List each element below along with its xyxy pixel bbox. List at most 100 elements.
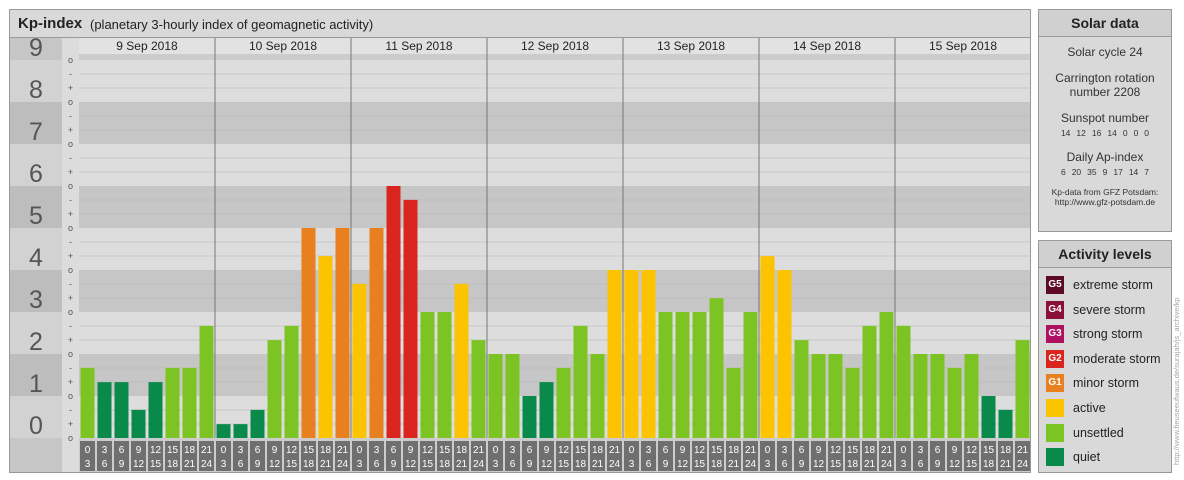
sunspot-value: 16: [1091, 128, 1102, 138]
minor-tick-label: +: [68, 209, 73, 219]
kp-bar: [471, 340, 486, 438]
chart-subtitle: (planetary 3-hourly index of geomagnetic…: [90, 17, 374, 32]
legend-swatch: G3: [1046, 325, 1064, 344]
kp-bar: [964, 354, 979, 438]
hour-label-bottom: 12: [269, 459, 281, 470]
hour-box: [97, 441, 112, 471]
minor-tick-label: +: [68, 83, 73, 93]
hour-label-top: 12: [830, 445, 842, 456]
sunspot-value: 14: [1107, 128, 1117, 138]
kp-bar: [998, 409, 1013, 438]
minor-tick-label: o: [68, 97, 73, 107]
hour-box: [250, 441, 265, 471]
hour-box: [539, 441, 554, 471]
minor-tick-label: +: [68, 167, 73, 177]
hour-box: [318, 441, 333, 471]
hour-label-bottom: 6: [646, 459, 652, 470]
hour-label-bottom: 6: [510, 459, 516, 470]
hour-label-top: 6: [255, 445, 261, 456]
kp-bar: [794, 340, 809, 438]
hour-label-bottom: 24: [1017, 459, 1029, 470]
legend-swatch: [1046, 448, 1064, 467]
minor-tick-label: +: [68, 293, 73, 303]
hour-label-bottom: 24: [609, 459, 621, 470]
hour-box: [930, 441, 945, 471]
hour-box: [811, 441, 826, 471]
hour-label-top: 12: [558, 445, 570, 456]
ap-value: 7: [1144, 167, 1150, 177]
minor-tick-label: -: [69, 279, 72, 289]
hour-label-top: 9: [816, 445, 822, 456]
y-axis-band: [10, 144, 62, 186]
hour-label-bottom: 12: [405, 459, 417, 470]
hour-label-bottom: 3: [493, 459, 499, 470]
hour-label-top: 0: [629, 445, 635, 456]
hour-label-bottom: 12: [541, 459, 553, 470]
y-axis-band: [10, 396, 62, 438]
legend-item: G2 moderate storm: [1046, 349, 1161, 369]
hour-label-top: 6: [935, 445, 941, 456]
y-tick-label: 2: [29, 328, 43, 356]
hour-label-top: 3: [238, 445, 244, 456]
legend-label: extreme storm: [1073, 278, 1153, 292]
hour-label-bottom: 18: [983, 459, 995, 470]
hour-label-bottom: 3: [85, 459, 91, 470]
hour-label-top: 18: [456, 445, 468, 456]
kp-bar: [981, 396, 996, 438]
legend-swatch: [1046, 399, 1064, 417]
y-tick-label: 1: [29, 370, 43, 398]
minor-tick-label: +: [68, 251, 73, 261]
legend-label: quiet: [1073, 450, 1101, 465]
legend-item: quiet: [1046, 447, 1100, 467]
kp-bar: [199, 325, 214, 438]
sunspot-value: 0: [1133, 128, 1139, 138]
minor-tick-label: -: [69, 321, 72, 331]
hour-label-bottom: 21: [456, 459, 468, 470]
hour-label-bottom: 15: [558, 459, 570, 470]
kp-bar: [811, 354, 826, 438]
hour-box: [488, 441, 503, 471]
kp-bar: [403, 199, 418, 438]
kp-band: [79, 228, 1030, 270]
solar-data-panel: Solar data Solar cycle 24 Carrington rot…: [1038, 9, 1172, 232]
hour-box: [522, 441, 537, 471]
minor-tick-label: o: [68, 139, 73, 149]
hour-box: [964, 441, 979, 471]
minor-tick-label: -: [69, 363, 72, 373]
hour-label-top: 18: [728, 445, 740, 456]
hour-box: [896, 441, 911, 471]
ap-value: 14: [1128, 167, 1139, 177]
kp-bar: [420, 312, 435, 438]
day-label: 14 Sep 2018: [793, 39, 861, 53]
hour-label-bottom: 9: [527, 459, 533, 470]
hour-box: [165, 441, 180, 471]
minor-tick-label: -: [69, 195, 72, 205]
hour-box: [590, 441, 605, 471]
hour-label-top: 18: [864, 445, 876, 456]
hour-box: [216, 441, 231, 471]
kp-bar: [641, 270, 656, 438]
carrington-line-2: number 2208: [1069, 85, 1141, 99]
hour-label-top: 12: [966, 445, 978, 456]
kp-bar: [216, 424, 231, 438]
kp-bar: [658, 312, 673, 438]
legend-swatch: G1: [1046, 374, 1064, 393]
hour-label-top: 21: [745, 445, 757, 456]
minor-tick-label: o: [68, 307, 73, 317]
hour-label-top: 3: [102, 445, 108, 456]
kp-bar: [437, 312, 452, 438]
sunspot-value: 0: [1144, 128, 1150, 138]
kp-bar: [505, 354, 520, 438]
legend-swatch: G4: [1046, 300, 1064, 319]
hour-label-top: 9: [544, 445, 550, 456]
hour-label-top: 6: [527, 445, 533, 456]
minor-tick-label: o: [68, 349, 73, 359]
source-line-1: Kp-data from GFZ Potsdam:: [1051, 187, 1159, 197]
hour-box: [148, 441, 163, 471]
hour-box: [998, 441, 1013, 471]
hour-label-top: 9: [272, 445, 278, 456]
kp-bar: [539, 382, 554, 438]
day-label: 13 Sep 2018: [657, 39, 725, 53]
kp-bar: [352, 283, 367, 438]
hour-box: [641, 441, 656, 471]
